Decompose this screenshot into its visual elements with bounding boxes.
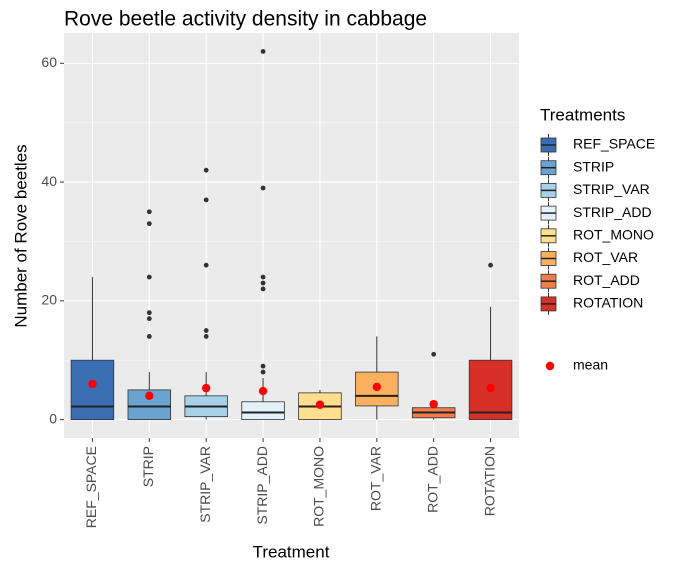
legend-label: STRIP <box>573 158 614 174</box>
outlier <box>260 369 266 375</box>
outlier <box>260 363 266 369</box>
legend-label: REF_SPACE <box>573 136 655 152</box>
mean-point <box>145 391 154 401</box>
x-tick-label: STRIP_VAR <box>197 446 213 523</box>
y-tick-label: 20 <box>41 292 57 308</box>
y-tick-label: 40 <box>41 173 57 189</box>
outlier <box>488 262 493 268</box>
outlier <box>203 197 209 203</box>
legend-label: mean <box>573 357 608 373</box>
x-tick-label: ROT_VAR <box>368 446 384 511</box>
outlier <box>146 310 152 316</box>
outlier <box>431 351 437 357</box>
legend-label: STRIP_ADD <box>573 204 652 220</box>
x-tick-label: STRIP <box>140 446 156 487</box>
x-tick-label: STRIP_ADD <box>254 446 270 525</box>
box <box>70 359 115 420</box>
mean-point <box>88 379 97 389</box>
box <box>241 401 285 420</box>
plot-panel <box>64 33 519 438</box>
y-tick-label: 0 <box>49 410 57 426</box>
outlier <box>260 49 266 54</box>
mean-point <box>429 399 438 409</box>
y-axis-title: Number of Rove beetles <box>11 144 30 327</box>
outlier <box>260 280 266 286</box>
outlier <box>146 316 152 322</box>
outlier <box>203 334 209 339</box>
outlier <box>146 334 152 339</box>
x-axis-title: Treatment <box>253 542 330 561</box>
legend-label: ROT_MONO <box>573 227 654 243</box>
mean-point <box>486 383 495 393</box>
y-tick-label: 60 <box>41 54 57 70</box>
x-tick-label: REF_SPACE <box>83 446 99 528</box>
mean-point <box>201 383 211 393</box>
outlier <box>260 274 266 280</box>
outlier <box>146 274 152 280</box>
outlier <box>203 262 209 268</box>
outlier <box>260 286 266 292</box>
chart-title: Rove beetle activity density in cabbage <box>64 8 427 31</box>
outlier <box>203 167 209 173</box>
outlier <box>203 328 209 333</box>
outlier <box>146 209 152 215</box>
x-tick-label: ROTATION <box>481 446 497 516</box>
x-tick-label: ROT_MONO <box>311 446 327 527</box>
outlier <box>146 221 152 227</box>
mean-point <box>372 382 382 392</box>
mean-point <box>258 386 268 396</box>
outlier <box>260 185 266 191</box>
mean-point <box>315 400 325 409</box>
legend-title: Treatments <box>540 105 625 124</box>
x-tick-label: ROT_ADD <box>424 446 440 513</box>
legend-label: STRIP_VAR <box>573 181 650 197</box>
legend-label: ROTATION <box>573 295 643 311</box>
legend-label: ROT_VAR <box>573 249 638 265</box>
legend-label: ROT_ADD <box>573 272 640 288</box>
legend-mean-key <box>545 361 555 371</box>
